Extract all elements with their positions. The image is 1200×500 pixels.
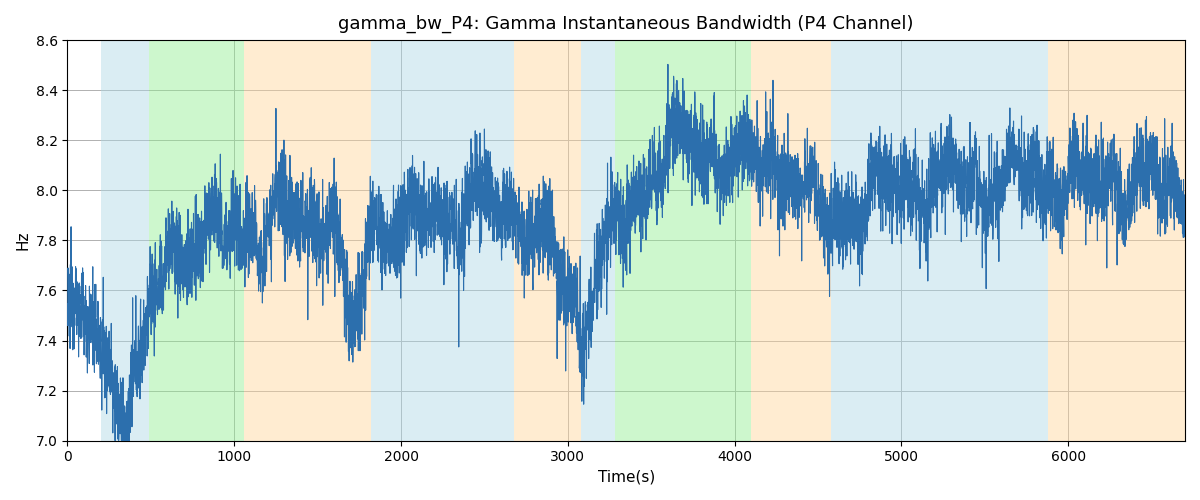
Title: gamma_bw_P4: Gamma Instantaneous Bandwidth (P4 Channel): gamma_bw_P4: Gamma Instantaneous Bandwid… — [338, 15, 914, 34]
Y-axis label: Hz: Hz — [16, 230, 30, 250]
Bar — [149, 40, 245, 440]
Bar — [614, 40, 751, 440]
Bar — [832, 40, 1049, 440]
Bar — [751, 40, 832, 440]
Bar — [101, 40, 149, 440]
Bar — [1049, 40, 1186, 440]
Bar — [245, 40, 371, 440]
Bar — [581, 40, 614, 440]
Bar — [371, 40, 515, 440]
Bar — [515, 40, 581, 440]
X-axis label: Time(s): Time(s) — [598, 470, 655, 485]
